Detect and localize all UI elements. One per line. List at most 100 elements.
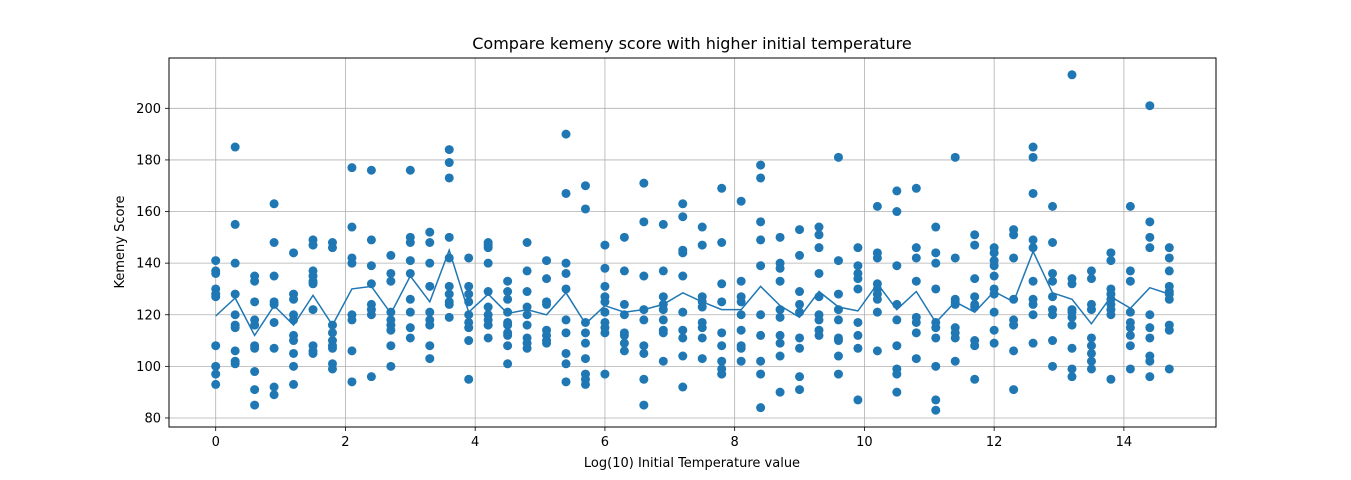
scatter-point: [1048, 336, 1058, 346]
scatter-point: [639, 178, 649, 188]
scatter-point: [425, 341, 435, 351]
scatter-point: [775, 263, 785, 273]
scatter-point: [347, 346, 357, 356]
scatter-point: [580, 354, 590, 364]
scatter-point: [580, 204, 590, 214]
chart-title: Compare kemeny score with higher initial…: [472, 34, 911, 53]
scatter-point: [1145, 243, 1155, 253]
scatter-point: [230, 346, 240, 356]
scatter-point: [853, 317, 863, 327]
scatter-point: [405, 238, 415, 247]
scatter-point: [600, 281, 610, 291]
scatter-point: [833, 369, 843, 379]
scatter-point: [366, 235, 376, 245]
scatter-point: [289, 294, 299, 304]
scatter-point: [756, 403, 766, 413]
scatter-point: [347, 258, 357, 268]
scatter-point: [989, 338, 999, 348]
grid-lines: [169, 58, 1216, 427]
scatter-point: [522, 320, 532, 330]
scatter-point: [561, 328, 571, 338]
scatter-point: [931, 405, 941, 415]
axis-ticks: 0 2 4 6 8 10 12 14 80 100 120 140 160 180 200: [136, 102, 1132, 450]
scatter-point: [1145, 232, 1155, 242]
scatter-point: [561, 377, 571, 387]
scatter-point: [1164, 294, 1174, 304]
scatter-point: [1125, 307, 1135, 317]
scatter-point: [619, 330, 629, 340]
scatter-point: [931, 222, 941, 232]
scatter-point: [230, 289, 240, 299]
scatter-point: [522, 302, 532, 312]
scatter-point: [1048, 201, 1058, 211]
scatter-point: [950, 253, 960, 263]
scatter-point: [814, 315, 824, 325]
scatter-point: [736, 297, 746, 307]
scatter-point: [756, 369, 766, 379]
scatter-point: [366, 372, 376, 382]
scatter-point: [1086, 341, 1096, 351]
scatter-point: [561, 315, 571, 325]
scatter-point: [872, 294, 882, 304]
scatter-point: [911, 354, 921, 364]
scatter-point: [464, 281, 474, 291]
y-tick-label: 80: [144, 411, 161, 426]
scatter-point: [989, 271, 999, 281]
scatter-point: [425, 227, 435, 237]
scatter-point: [619, 299, 629, 309]
scatter-point: [1028, 299, 1038, 309]
scatter-point: [931, 258, 941, 268]
scatter-point: [600, 369, 610, 379]
scatter-point: [931, 333, 941, 343]
scatter-point: [250, 367, 260, 377]
scatter-point: [1048, 292, 1058, 302]
scatter-point: [1067, 364, 1077, 374]
scatter-point: [1028, 310, 1038, 320]
scatter-point: [775, 232, 785, 242]
scatter-point: [736, 310, 746, 320]
scatter-point: [814, 330, 824, 340]
scatter-point: [366, 310, 376, 320]
scatter-point: [1067, 312, 1077, 322]
scatter-point: [464, 289, 474, 299]
scatter-point: [444, 158, 454, 168]
scatter-point: [386, 361, 396, 371]
scatter-point: [464, 323, 474, 333]
scatter-point: [600, 297, 610, 307]
scatter-point: [386, 276, 396, 286]
scatter-point: [425, 281, 435, 291]
scatter-point: [503, 320, 513, 330]
scatter-point: [1125, 323, 1135, 333]
scatter-point: [989, 307, 999, 317]
scatter-point: [1086, 274, 1096, 284]
y-tick-label: 140: [136, 257, 161, 272]
scatter-point: [678, 325, 688, 335]
scatter-point: [211, 256, 221, 266]
scatter-point: [1028, 188, 1038, 198]
scatter-point: [230, 142, 240, 152]
scatter-point: [833, 256, 843, 266]
scatter-point: [289, 248, 299, 258]
scatter-point: [678, 199, 688, 209]
scatter-point: [600, 263, 610, 273]
scatter-point: [405, 256, 415, 266]
scatter-point: [814, 230, 824, 240]
scatter-point: [327, 364, 337, 374]
scatter-point: [736, 343, 746, 353]
scatter-point: [658, 315, 668, 325]
scatter-point: [1009, 385, 1019, 395]
scatter-point: [1106, 374, 1116, 384]
scatter-point: [386, 250, 396, 260]
scatter-point: [269, 390, 279, 400]
scatter-point: [795, 343, 805, 353]
scatter-point: [522, 238, 532, 247]
scatter-point: [1086, 356, 1096, 366]
scatter-point: [892, 261, 902, 271]
scatter-point: [795, 225, 805, 235]
scatter-point: [1028, 142, 1038, 152]
scatter-point: [464, 310, 474, 320]
scatter-point: [717, 356, 727, 366]
scatter-point: [717, 328, 727, 338]
scatter-point: [872, 201, 882, 211]
